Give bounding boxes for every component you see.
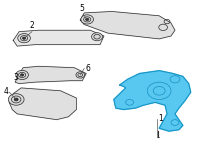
- Text: 4: 4: [3, 87, 8, 96]
- Circle shape: [14, 98, 18, 101]
- Circle shape: [81, 15, 93, 24]
- Polygon shape: [80, 11, 175, 39]
- Polygon shape: [15, 66, 86, 84]
- Text: 3: 3: [13, 73, 18, 82]
- Polygon shape: [114, 71, 191, 131]
- Circle shape: [86, 18, 89, 21]
- Circle shape: [21, 74, 24, 76]
- Text: 2: 2: [30, 21, 34, 30]
- Polygon shape: [9, 88, 76, 120]
- Text: 5: 5: [80, 4, 85, 13]
- Text: 1: 1: [158, 114, 163, 123]
- Text: 6: 6: [85, 64, 90, 73]
- Circle shape: [18, 34, 30, 43]
- Circle shape: [22, 37, 26, 39]
- Circle shape: [8, 94, 24, 105]
- Polygon shape: [13, 30, 104, 46]
- Circle shape: [16, 70, 28, 80]
- Circle shape: [92, 33, 103, 41]
- Circle shape: [76, 72, 85, 78]
